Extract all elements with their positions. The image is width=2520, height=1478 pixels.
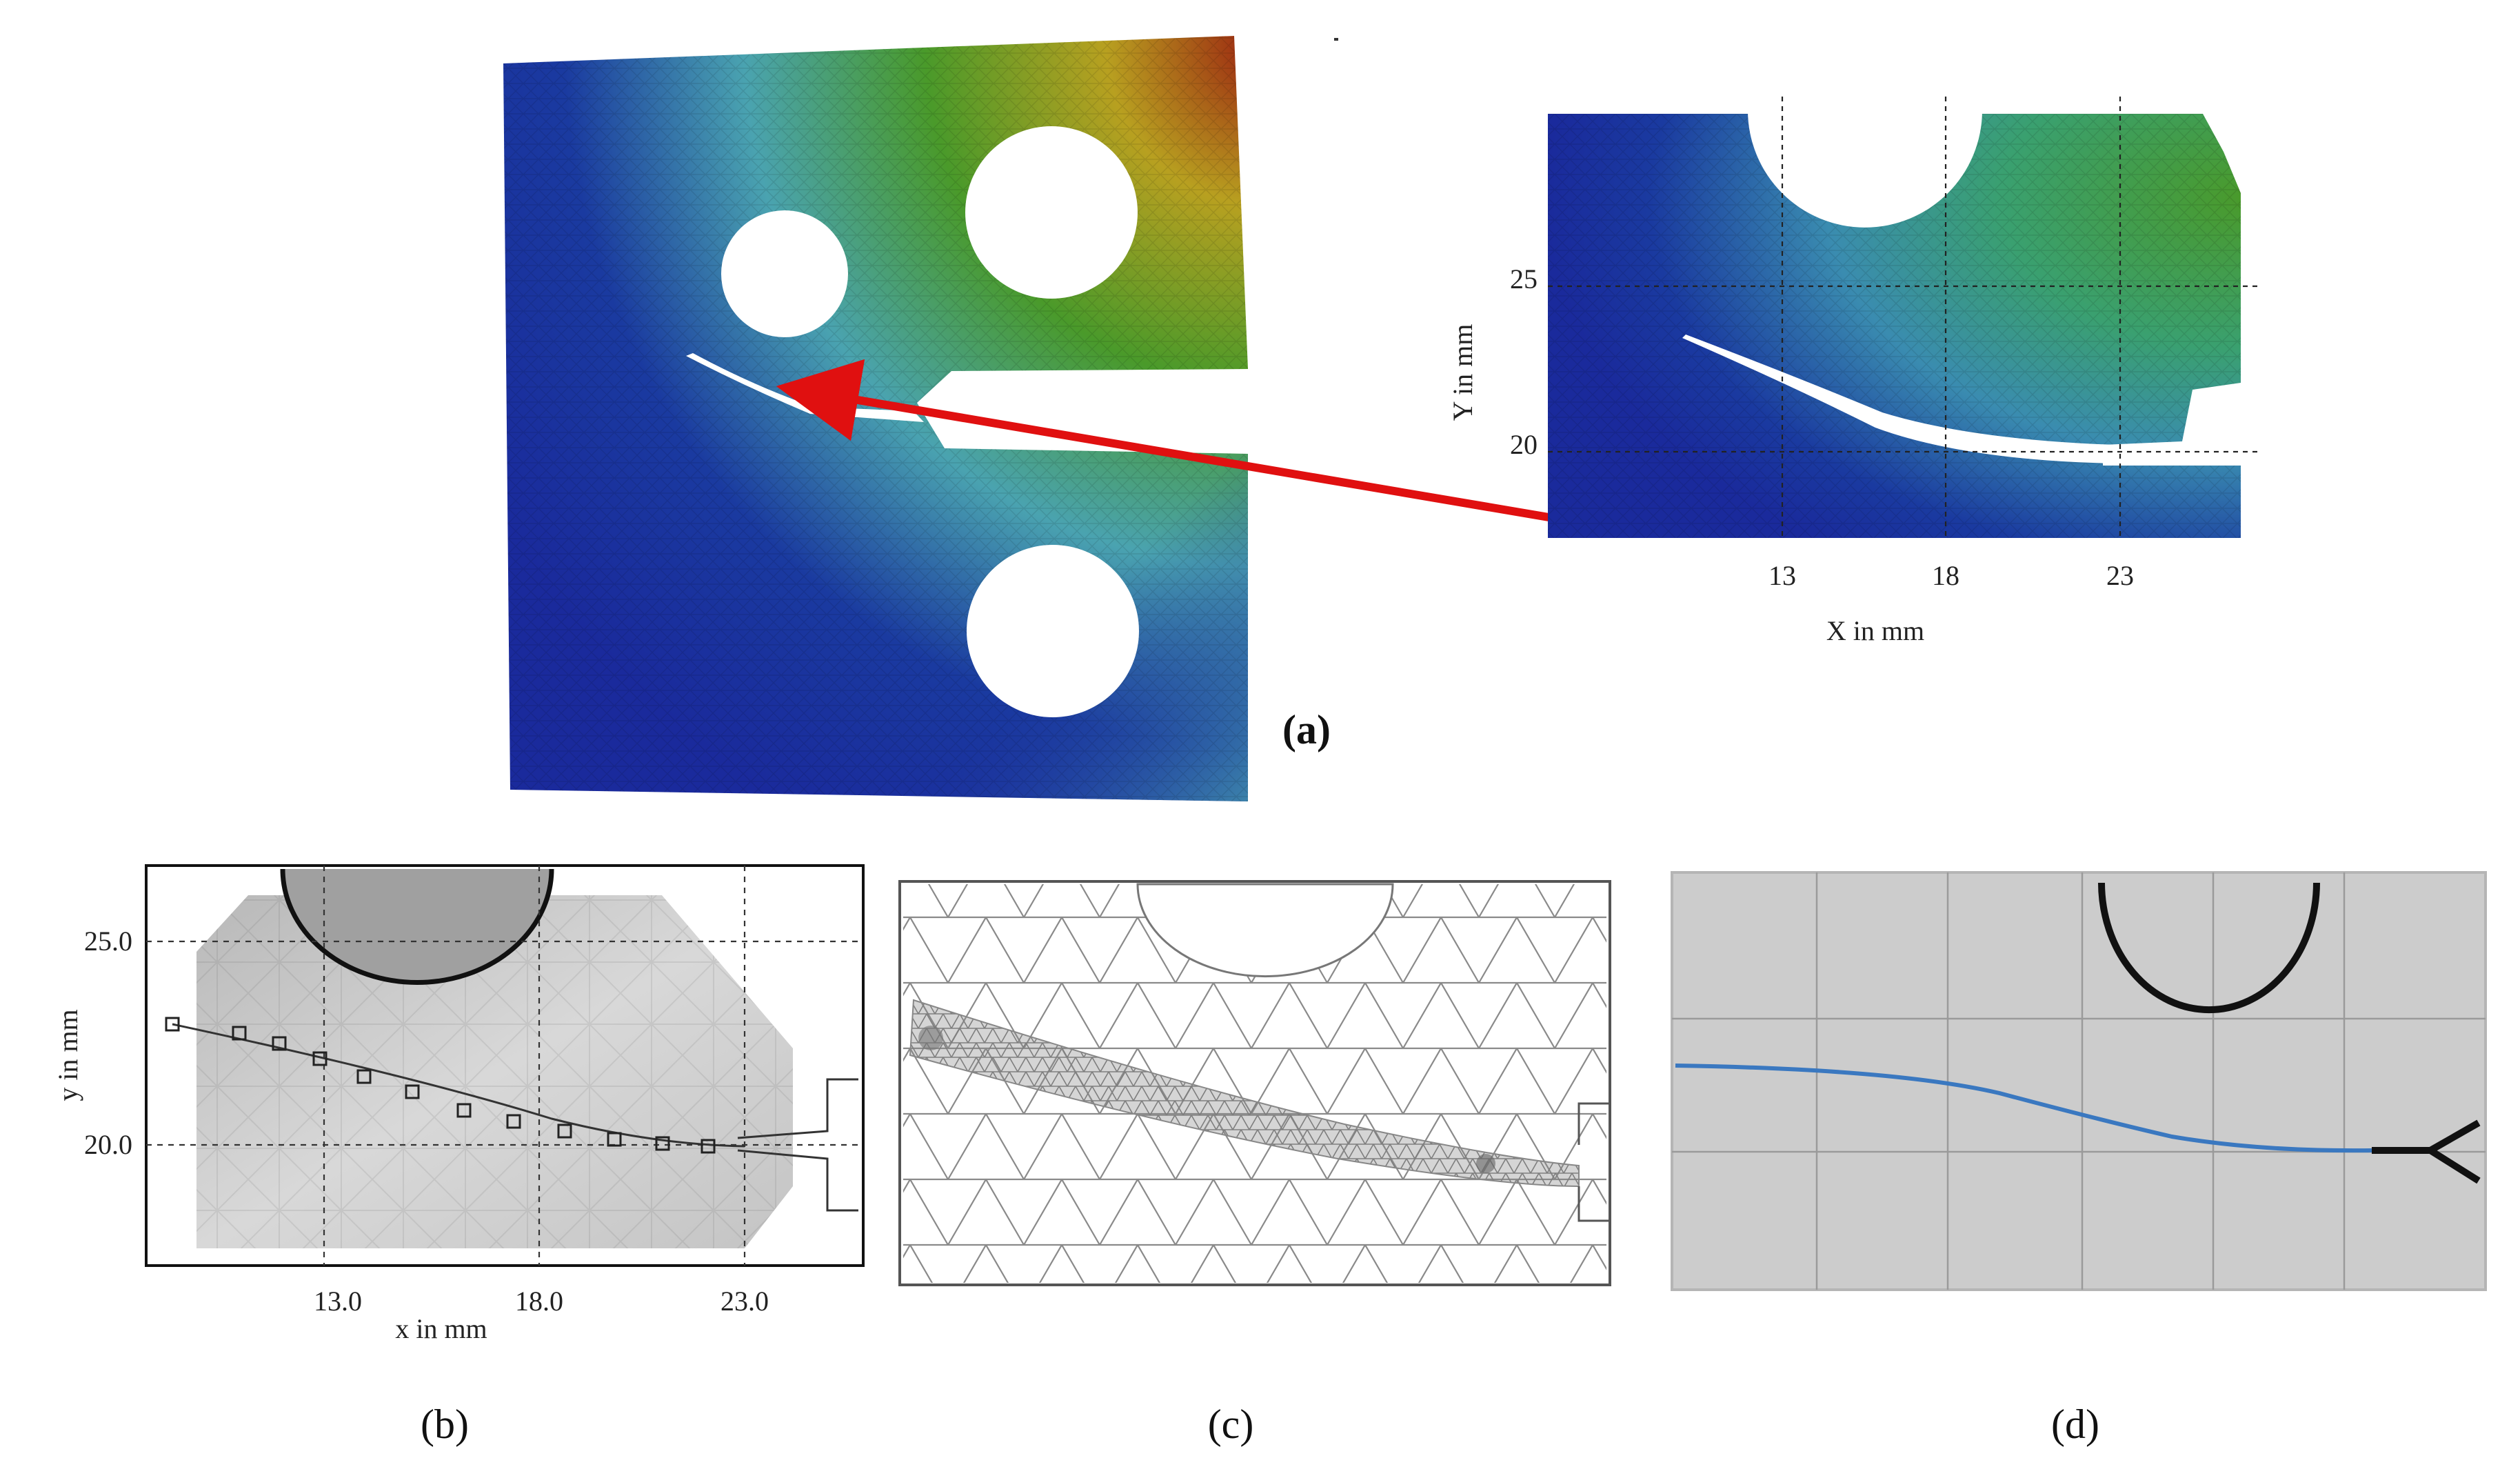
panel-a-hole-lower xyxy=(967,545,1139,717)
panel-d: (d) xyxy=(1671,871,2487,1447)
panel-b: 13.0 18.0 23.0 25.0 20.0 x in mm y in mm… xyxy=(52,864,865,1447)
panel-b-ytick-20: 20.0 xyxy=(84,1129,132,1160)
panel-b-ytick-25: 25.0 xyxy=(84,926,132,957)
panel-c-notch xyxy=(1577,1102,1610,1222)
inset-ylabel: Y in mm xyxy=(1447,324,1478,421)
inset-xtick-13: 13 xyxy=(1768,560,1796,591)
panel-b-ylabel: y in mm xyxy=(52,1009,83,1101)
panel-b-notch xyxy=(737,1078,858,1212)
panel-d-label: (d) xyxy=(2051,1401,2099,1447)
panel-b-hole xyxy=(280,868,554,985)
panel-d-hole-arc xyxy=(2098,882,2320,1014)
panel-a-hole-small xyxy=(721,210,848,337)
inset-ytick-20: 20 xyxy=(1510,429,1538,460)
panel-a-inset: 13 18 23 25 20 X in mm Y in mm xyxy=(1447,97,2261,646)
panel-b-markers xyxy=(165,1017,716,1154)
panel-c-label: (c) xyxy=(1208,1401,1254,1447)
inset-crack xyxy=(1682,334,2117,463)
panel-a-hole-upper xyxy=(965,126,1138,299)
inset-xtick-18: 18 xyxy=(1932,560,1959,591)
panel-c-hole xyxy=(1136,883,1394,978)
panel-a-specimen: (a) xyxy=(503,36,1558,801)
panel-d-background xyxy=(1671,871,2487,1291)
panel-c: (c) xyxy=(898,880,1611,1447)
panel-b-xtick-18: 18.0 xyxy=(515,1286,563,1317)
inset-grid xyxy=(1548,97,2261,538)
panel-b-xtick-23: 23.0 xyxy=(720,1286,769,1317)
panel-b-crack-path xyxy=(172,1023,745,1148)
panel-b-xlabel: x in mm xyxy=(395,1313,487,1344)
panel-b-xtick-13: 13.0 xyxy=(314,1286,362,1317)
panel-b-label: (b) xyxy=(421,1401,469,1447)
inset-xtick-23: 23 xyxy=(2106,560,2134,591)
inset-ytick-25: 25 xyxy=(1510,263,1538,294)
inset-xlabel: X in mm xyxy=(1826,615,1924,646)
panel-d-grid xyxy=(1672,872,2486,1290)
panel-d-notch-tip xyxy=(2372,1119,2481,1184)
panel-a-label: (a) xyxy=(1282,707,1331,752)
panel-d-crack-path xyxy=(1675,1063,2372,1153)
panel-a-arrow xyxy=(776,359,1558,523)
